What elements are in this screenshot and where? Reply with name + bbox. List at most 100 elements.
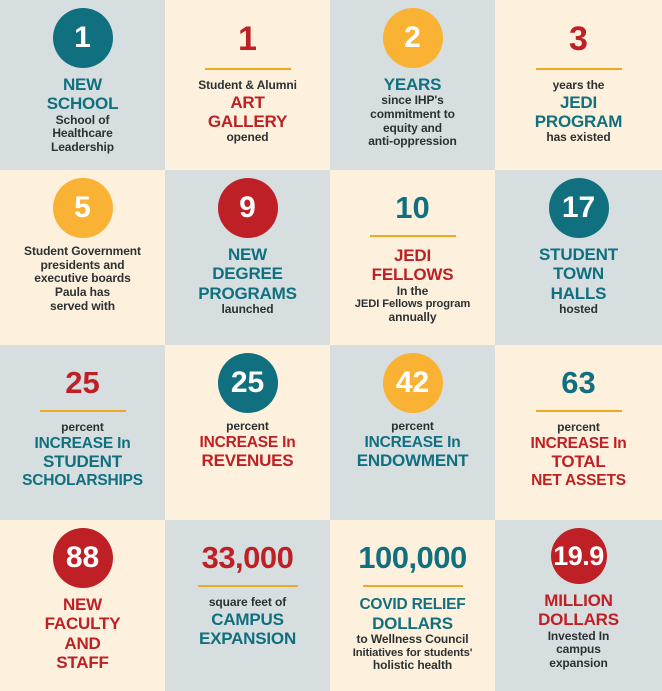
caption-line: DEGREE (212, 264, 283, 284)
divider-rule (535, 68, 622, 70)
stat-number-badge: 2 (382, 8, 443, 68)
stat-number-badge: 9 (217, 178, 278, 238)
stat-tile-total-net-assets: 63 percent INCREASE In TOTAL NET ASSETS (495, 345, 662, 520)
divider-rule (204, 68, 291, 70)
stat-caption: NEW DEGREE PROGRAMS launched (198, 245, 297, 317)
stat-number: 1 (238, 20, 257, 58)
divider-rule (369, 235, 456, 237)
caption-line: hosted (559, 302, 598, 317)
stat-tile-new-faculty-staff: 88 NEW FACULTY AND STAFF (0, 520, 165, 691)
stat-tile-art-gallery: 1 Student & Alumni ART GALLERY opened (165, 0, 330, 170)
caption-line: STAFF (56, 653, 109, 673)
caption-line: percent (557, 420, 600, 434)
caption-line: Invested In (547, 628, 610, 643)
caption-line: In the (396, 283, 429, 298)
stat-tile-new-school: 1 NEW SCHOOL School of Healthcare Leadership (0, 0, 165, 170)
stat-number: 25 (65, 365, 100, 400)
caption-line: percent (226, 419, 269, 433)
caption-line: STUDENT (43, 452, 122, 472)
stat-caption: percent INCREASE In REVENUES (199, 419, 296, 471)
caption-line: to Wellness Council (356, 632, 469, 647)
caption-line: TOTAL (551, 452, 606, 472)
caption-line: Initiatives for students' (352, 646, 473, 659)
caption-line: NET ASSETS (531, 471, 626, 489)
stat-caption: NEW SCHOOL School of Healthcare Leadership (47, 75, 119, 155)
stat-caption: square feet of CAMPUS EXPANSION (198, 595, 297, 649)
stat-tile-increase-revenues: 25 percent INCREASE In REVENUES (165, 345, 330, 520)
stat-tile-jedi-fellows: 10 JEDI FELLOWS In the JEDI Fellows program a… (330, 170, 495, 345)
caption-line: presidents and (40, 257, 125, 272)
divider-rule (535, 410, 622, 412)
caption-line: GALLERY (207, 112, 288, 132)
stat-caption: years the JEDI PROGRAM has existed (534, 78, 623, 145)
stat-number: 3 (569, 20, 588, 58)
caption-line: PROGRAMS (198, 283, 297, 303)
caption-line: FELLOWS (371, 265, 454, 285)
stat-tile-covid-relief-dollars: 100,000 COVID RELIEF DOLLARS to Wellness Co… (330, 520, 495, 691)
caption-line: ART (230, 92, 265, 112)
caption-line: EXPANSION (198, 629, 297, 649)
caption-line: COVID RELIEF (359, 596, 466, 613)
caption-line: equity and (382, 120, 442, 135)
stat-tile-increase-endowment: 42 percent INCREASE In ENDOWMENT (330, 345, 495, 520)
stat-number-badge: 1 (52, 8, 113, 68)
caption-line: SCHOLARSHIPS (22, 471, 143, 489)
caption-line: served with (50, 298, 115, 313)
stat-tile-student-scholarships: 25 percent INCREASE In STUDENT SCHOLARSHIPS (0, 345, 165, 520)
caption-line: percent (61, 420, 104, 434)
stat-number-badge: 42 (382, 353, 443, 413)
caption-line: SCHOOL (46, 94, 119, 114)
stat-caption: MILLION DOLLARS Invested In campus expansion (538, 591, 619, 671)
caption-line: Healthcare (52, 126, 113, 141)
caption-line: since IHP's (381, 93, 444, 108)
stat-tile-years-equity: 2 YEARS since IHP's commitment to equity and… (330, 0, 495, 170)
caption-line: anti-oppression (368, 134, 457, 149)
divider-rule (362, 585, 463, 587)
caption-line: Paula has (54, 285, 111, 300)
caption-line: campus (556, 642, 601, 657)
stat-caption: percent INCREASE In ENDOWMENT (356, 419, 469, 471)
caption-line: INCREASE In (199, 433, 296, 451)
caption-line: INCREASE In (530, 434, 627, 452)
caption-line: YEARS (383, 75, 442, 94)
stat-number-badge: 19.9 (550, 528, 607, 584)
stat-caption: JEDI FELLOWS In the JEDI Fellows program ann… (355, 246, 471, 325)
caption-line: executive boards (34, 271, 131, 286)
stat-caption: percent INCREASE In STUDENT SCHOLARSHIPS (22, 420, 143, 489)
caption-line: NEW (227, 245, 268, 264)
caption-line: JEDI (394, 246, 431, 265)
caption-line: INCREASE In (364, 433, 461, 451)
caption-line: NEW (62, 75, 103, 94)
stat-caption: YEARS since IHP's commitment to equity and a… (368, 75, 457, 149)
caption-line: DOLLARS (372, 613, 453, 633)
stat-caption: Student & Alumni ART GALLERY opened (198, 78, 297, 145)
stat-number-badge: 5 (52, 178, 113, 238)
caption-line: CAMPUS (211, 609, 284, 629)
caption-line: INCREASE In (34, 434, 131, 452)
caption-line: AND (64, 633, 101, 653)
caption-line: School of (55, 112, 110, 127)
caption-line: years the (552, 78, 605, 92)
stat-tile-million-dollars-invested: 19.9 MILLION DOLLARS Invested In campus expan… (495, 520, 662, 691)
caption-line: ENDOWMENT (356, 451, 469, 471)
caption-line: NEW (62, 595, 103, 614)
caption-line: HALLS (550, 283, 607, 303)
caption-line: TOWN (553, 264, 604, 284)
caption-line: expansion (549, 656, 608, 671)
divider-rule (39, 410, 126, 412)
caption-line: has existed (546, 130, 611, 145)
caption-line: annually (388, 310, 437, 325)
stat-number-badge: 17 (548, 178, 609, 238)
stat-number: 33,000 (201, 540, 294, 575)
caption-line: PROGRAM (534, 112, 623, 132)
caption-line: Student Government (24, 244, 141, 258)
caption-line: STUDENT (539, 245, 618, 264)
stat-tile-student-town-halls: 17 STUDENT TOWN HALLS hosted (495, 170, 662, 345)
divider-rule (197, 585, 298, 587)
stat-number-badge: 88 (52, 528, 113, 588)
stat-tile-new-degree-programs: 9 NEW DEGREE PROGRAMS launched (165, 170, 330, 345)
stat-number-badge: 25 (217, 353, 278, 413)
caption-line: percent (391, 419, 434, 433)
caption-line: holistic health (372, 658, 453, 673)
